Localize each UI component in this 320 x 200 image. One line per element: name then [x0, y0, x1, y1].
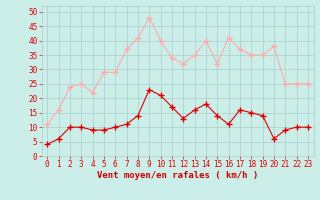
- X-axis label: Vent moyen/en rafales ( km/h ): Vent moyen/en rafales ( km/h ): [97, 171, 258, 180]
